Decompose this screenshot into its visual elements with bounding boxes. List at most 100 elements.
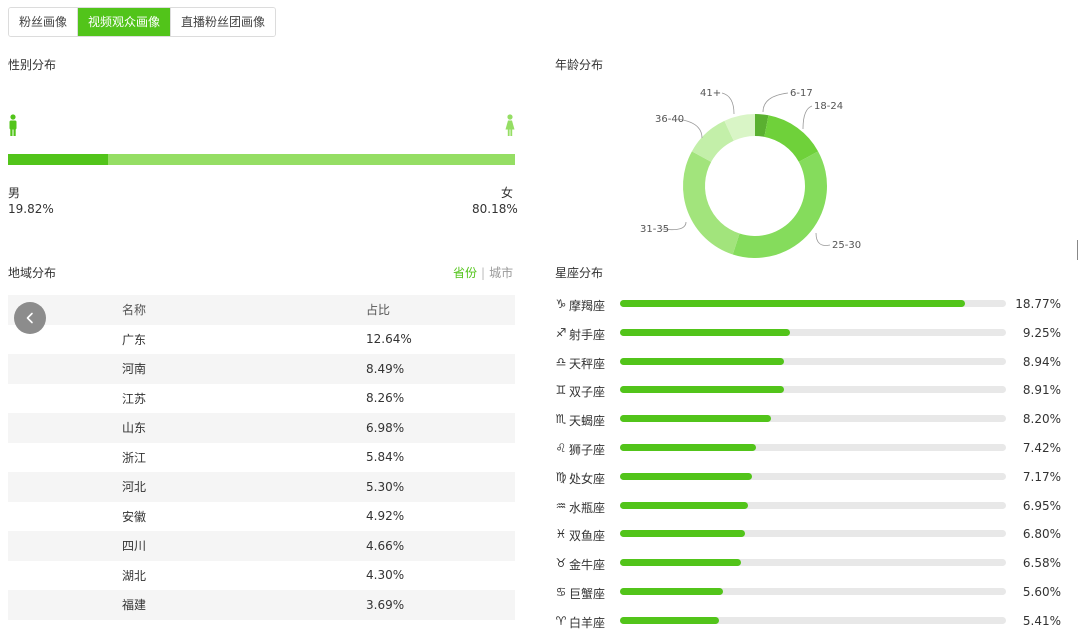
zodiac-value: 9.25% (1022, 325, 1061, 340)
zodiac-bar-track (620, 415, 1006, 423)
zodiac-bar-fill (620, 300, 965, 307)
table-row: 广东 12.64% (8, 325, 515, 355)
row-name: 安徽 (122, 509, 147, 524)
zodiac-symbol-icon: ♑ (555, 297, 567, 311)
age-label-leader (802, 105, 813, 130)
zodiac-bar-track (620, 559, 1006, 567)
region-switch: 省份 | 城市 (453, 264, 513, 281)
gender-ratio-bar (8, 154, 515, 165)
zodiac-value: 5.41% (1022, 613, 1061, 628)
zodiac-bar-fill (620, 501, 748, 509)
zodiac-symbol-icon: ♉ (555, 556, 567, 571)
region-section-title: 地域分布 (8, 266, 57, 280)
table-row: 河南 8.49% (8, 354, 515, 384)
age-section-title: 年龄分布 (555, 58, 604, 72)
region-table: 名称 占比 广东 12.64% 河南 8.49% 江苏 8.26% 山东 6.98% 浙… (8, 295, 515, 620)
header-name: 名称 (122, 303, 147, 318)
zodiac-row: ♌ 狮子座 7.42% (555, 439, 1065, 459)
female-value: 80.18% (472, 202, 518, 216)
age-label-41+: 41+ (700, 88, 721, 99)
age-slice-6-17[interactable] (755, 114, 769, 137)
zodiac-value: 6.95% (1022, 498, 1061, 513)
table-row: 山东 6.98% (8, 413, 515, 443)
age-slice-41+[interactable] (724, 114, 755, 141)
male-ratio-fill (8, 154, 109, 165)
table-row: 浙江 5.84% (8, 443, 515, 473)
row-value: 5.84% (366, 450, 405, 465)
tab-live-fan-group-portrait[interactable]: 直播粉丝团画像 (171, 8, 276, 36)
age-label-6-17: 6-17 (790, 88, 813, 99)
zodiac-bar-track (620, 357, 1006, 365)
age-slice-18-24[interactable] (764, 115, 819, 162)
row-name: 江苏 (122, 391, 147, 406)
zodiac-bar-fill (620, 444, 757, 451)
table-row: 四川 4.66% (8, 531, 515, 561)
zodiac-symbol-icon: ♒ (555, 498, 567, 513)
row-value: 4.92% (366, 509, 405, 524)
zodiac-bar-fill (620, 559, 741, 567)
zodiac-name: 摩羯座 (569, 299, 606, 313)
age-label-18-24: 18-24 (814, 101, 843, 112)
zodiac-name: 巨蟹座 (569, 587, 606, 601)
age-label-36-40: 36-40 (655, 114, 684, 125)
header-ratio: 占比 (366, 303, 391, 318)
zodiac-symbol-icon: ♏ (555, 412, 567, 427)
female-label: 女 (501, 186, 514, 200)
zodiac-row: ♒ 水瓶座 6.95% (555, 497, 1065, 517)
male-label: 男 (8, 186, 21, 200)
zodiac-value: 7.42% (1022, 441, 1061, 455)
zodiac-name: 狮子座 (569, 443, 606, 457)
zodiac-value: 18.77% (1015, 297, 1061, 311)
switch-province[interactable]: 省份 (453, 266, 478, 280)
zodiac-row: ♋ 巨蟹座 5.60% (555, 583, 1065, 603)
zodiac-bar-track (620, 300, 1006, 307)
switch-city[interactable]: 城市 (489, 266, 514, 280)
row-name: 四川 (122, 539, 147, 554)
row-value: 3.69% (366, 597, 405, 612)
zodiac-name: 水瓶座 (569, 500, 606, 515)
row-name: 浙江 (122, 450, 147, 465)
zodiac-bar-fill (620, 472, 752, 480)
zodiac-symbol-icon: ♎ (555, 354, 567, 369)
zodiac-bar-fill (620, 415, 771, 423)
tab-fan-portrait[interactable]: 粉丝画像 (9, 8, 79, 36)
row-value: 8.49% (366, 361, 405, 376)
back-button[interactable] (14, 302, 46, 334)
zodiac-value: 5.60% (1022, 585, 1061, 599)
zodiac-value: 7.17% (1022, 469, 1061, 484)
age-slice-31-35[interactable] (683, 151, 740, 255)
table-row: 福建 3.69% (8, 590, 515, 620)
zodiac-name: 射手座 (569, 327, 606, 342)
table-row: 江苏 8.26% (8, 384, 515, 414)
zodiac-row: ♉ 金牛座 6.58% (555, 554, 1065, 574)
zodiac-name: 白羊座 (569, 615, 606, 630)
table-header: 名称 占比 (8, 295, 515, 325)
zodiac-row: ♈ 白羊座 5.41% (555, 612, 1065, 631)
zodiac-bar-fill (620, 530, 745, 538)
table-row: 河北 5.30% (8, 472, 515, 502)
row-value: 5.30% (366, 479, 405, 494)
zodiac-bar-track (620, 616, 1006, 624)
age-slice-36-40[interactable] (691, 120, 734, 162)
zodiac-bar-fill (620, 386, 784, 394)
zodiac-row: ♓ 双鱼座 6.80% (555, 525, 1065, 545)
age-label-leader (815, 232, 831, 246)
tab-video-audience-portrait[interactable]: 视频观众画像 (78, 8, 172, 36)
row-value: 6.98% (366, 420, 405, 435)
age-label-leader (762, 92, 789, 113)
zodiac-name: 双鱼座 (569, 529, 606, 544)
age-label-leader (661, 221, 687, 231)
zodiac-row: ♏ 天蝎座 8.20% (555, 410, 1065, 430)
zodiac-symbol-icon: ♌ (555, 441, 567, 455)
zodiac-value: 8.94% (1022, 354, 1061, 369)
zodiac-symbol-icon: ♊ (555, 383, 567, 398)
female-icon (505, 114, 515, 136)
zodiac-bar-track (620, 472, 1006, 480)
row-name: 山东 (122, 421, 147, 436)
zodiac-name: 处女座 (569, 471, 606, 486)
chevron-left-icon (26, 312, 33, 324)
age-slice-25-30[interactable] (732, 151, 827, 258)
zodiac-value: 8.20% (1022, 412, 1061, 427)
zodiac-bar-fill (620, 357, 785, 365)
row-name: 广东 (122, 332, 147, 347)
